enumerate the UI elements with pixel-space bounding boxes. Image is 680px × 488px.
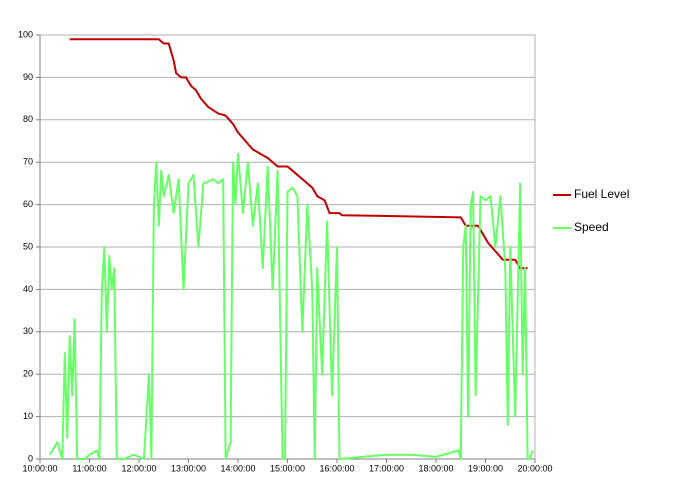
- y-tick-label: 10: [23, 411, 33, 421]
- x-tick-label: 19:00:00: [468, 463, 503, 473]
- series-line: [49, 152, 534, 460]
- x-tick-label: 10:00:00: [22, 463, 57, 473]
- y-tick-label: 100: [18, 29, 33, 39]
- y-tick-label: 60: [23, 199, 33, 209]
- x-tick-label: 18:00:00: [418, 463, 453, 473]
- y-tick-label: 40: [23, 284, 33, 294]
- y-tick-label: 50: [23, 241, 33, 251]
- y-tick-label: 90: [23, 72, 33, 82]
- y-tick-label: 30: [23, 326, 33, 336]
- x-tick-label: 14:00:00: [220, 463, 255, 473]
- legend-label: Fuel Level: [574, 187, 629, 201]
- y-tick-label: 0: [28, 453, 33, 463]
- y-tick-label: 80: [23, 114, 33, 124]
- legend: Fuel Level Speed: [553, 187, 629, 234]
- legend-label: Speed: [574, 220, 609, 234]
- x-tick-label: 12:00:00: [121, 463, 156, 473]
- x-tick-label: 16:00:00: [319, 463, 354, 473]
- y-tick-label: 70: [23, 157, 33, 167]
- y-tick-label: 20: [23, 369, 33, 379]
- x-tick-label: 20:00:00: [517, 463, 552, 473]
- x-tick-label: 17:00:00: [369, 463, 404, 473]
- x-tick-label: 13:00:00: [171, 463, 206, 473]
- x-tick-label: 11:00:00: [72, 463, 106, 473]
- x-tick-label: 15:00:00: [270, 463, 305, 473]
